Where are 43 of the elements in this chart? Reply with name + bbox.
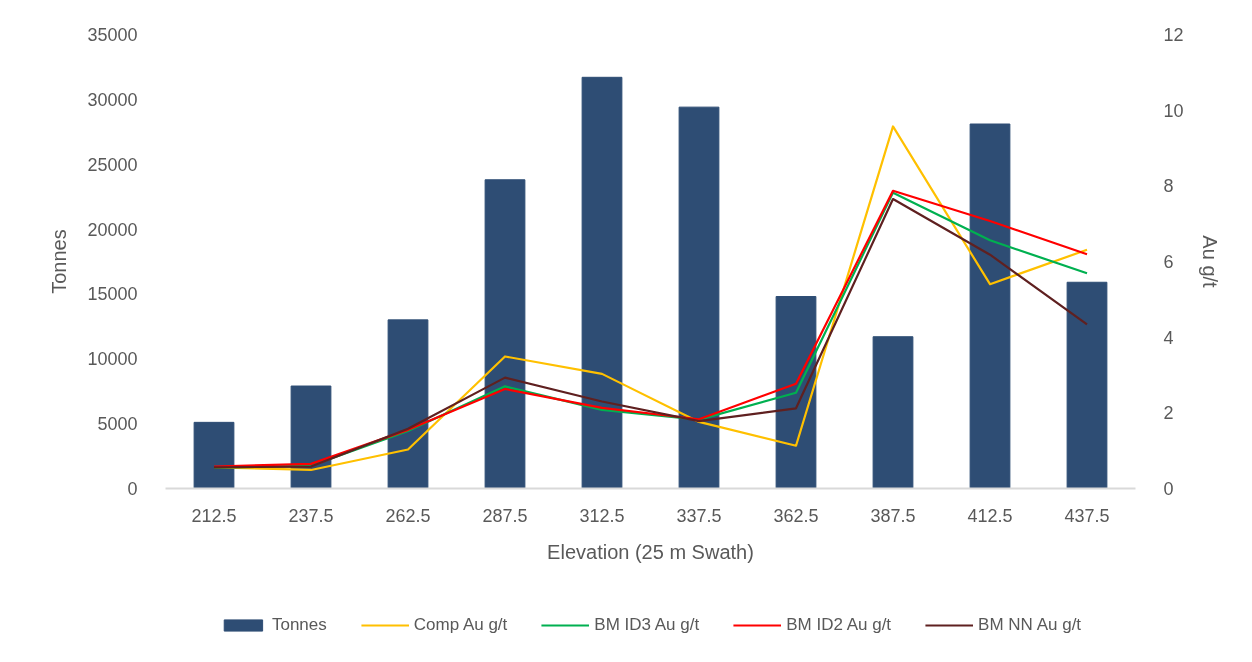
legend-label: BM ID3 Au g/t [594,615,700,635]
bar [678,106,720,489]
y2-tick-label: 6 [1163,252,1174,272]
y2-tick-label: 4 [1163,327,1174,348]
x-tick-label: 337.5 [676,505,722,526]
bar [872,336,914,489]
x-tick-label: 412.5 [967,505,1013,526]
x-tick-label: 287.5 [482,505,528,526]
legend-label: Comp Au g/t [413,615,508,635]
legend-label: Tonnes [271,615,327,635]
bar [387,319,429,489]
legend-label: BM ID2 Au g/t [786,615,892,635]
y2-tick-label: 10 [1163,100,1184,121]
y-tick-label: 15000 [87,284,138,305]
y2-tick-label: 0 [1163,479,1174,499]
y-tick-label: 20000 [87,219,138,240]
y-tick-label: 35000 [87,25,138,45]
bar [1066,281,1108,489]
x-tick-label: 212.5 [191,505,237,526]
y-tick-label: 10000 [87,349,138,370]
x-tick-label: 262.5 [385,505,431,526]
bar [775,296,817,489]
y-tick-label: 25000 [87,154,138,175]
bar [193,421,235,489]
x-tick-label: 387.5 [870,505,916,526]
y2-tick-label: 2 [1163,403,1174,424]
y-tick-label: 0 [127,479,138,499]
y-axis-title: Tonnes [48,229,71,294]
x-tick-label: 437.5 [1064,505,1110,526]
bar [290,385,332,489]
x-tick-label: 312.5 [579,505,625,526]
bar [581,76,623,489]
bar [484,179,526,489]
y-tick-label: 5000 [97,414,138,435]
y2-tick-label: 8 [1163,176,1174,197]
x-tick-label: 237.5 [288,505,334,526]
x-axis-title: Elevation (25 m Swath) [547,540,754,563]
x-tick-label: 362.5 [773,505,819,526]
y-tick-label: 30000 [87,89,138,110]
y2-tick-label: 12 [1163,25,1184,45]
bar [969,123,1011,489]
legend-label: BM NN Au g/t [978,615,1082,635]
y2-axis-title: Au g/t [1198,235,1221,289]
